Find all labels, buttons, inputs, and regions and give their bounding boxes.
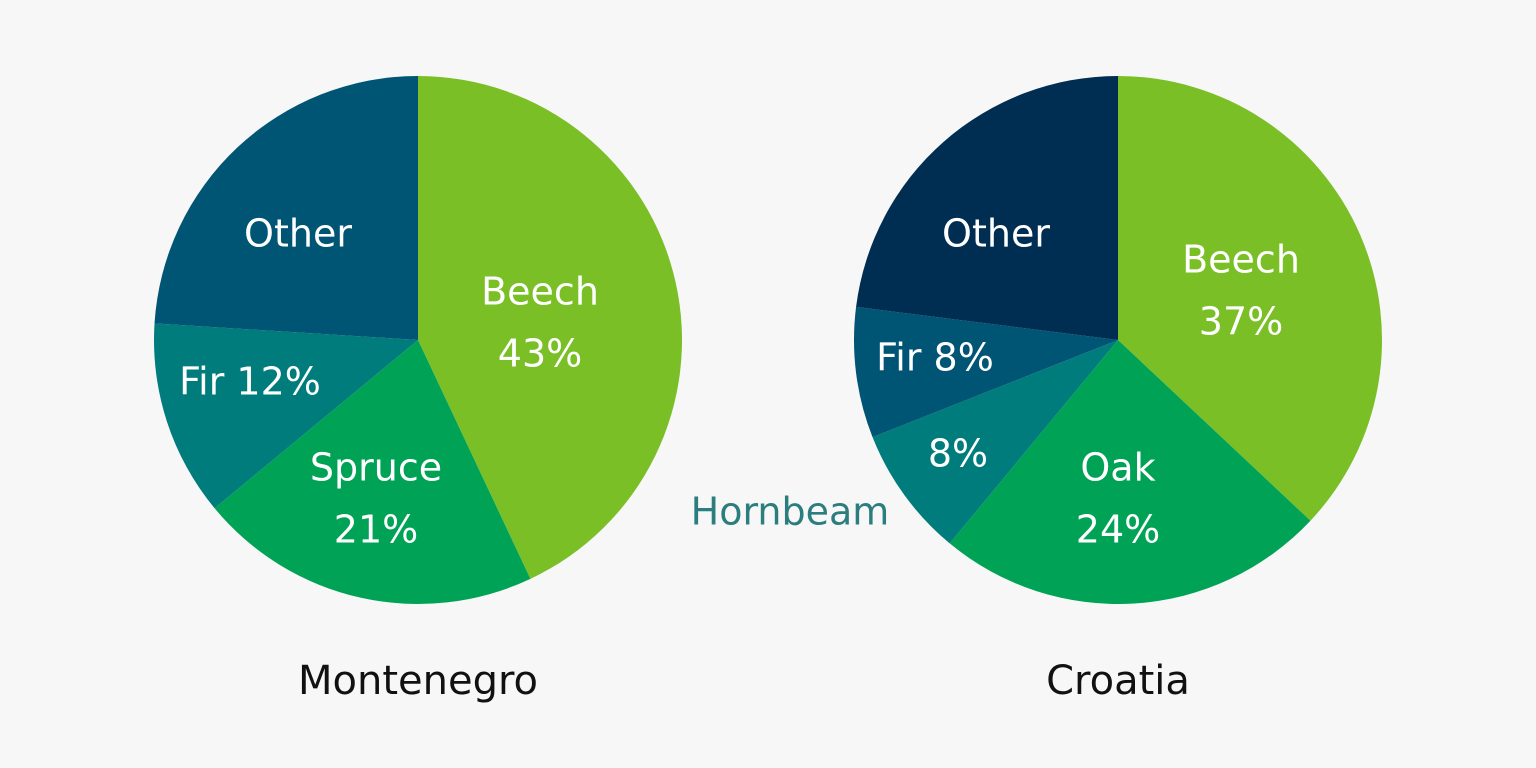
pie-slice-fir bbox=[854, 306, 1118, 438]
slice-label-beech-name: Beech bbox=[481, 270, 599, 314]
pie-slice-beech bbox=[1118, 76, 1383, 521]
pie-slice-fir bbox=[154, 323, 419, 509]
slice-label-fir: Fir 8% bbox=[876, 336, 994, 380]
chart-title-montenegro: Montenegro bbox=[298, 658, 538, 704]
slice-label-spruce-name: Spruce bbox=[310, 446, 442, 490]
slice-label-beech-value: 43% bbox=[498, 332, 582, 376]
slice-label-other-name: Other bbox=[942, 212, 1050, 256]
pie-montenegro: Beech 43% Spruce 21% Fir 12% Other Montenegro bbox=[154, 76, 683, 704]
slice-label-beech-value: 37% bbox=[1199, 300, 1283, 344]
pie-slice-oak bbox=[949, 340, 1311, 605]
pie-slice-spruce bbox=[214, 340, 531, 604]
slice-label-oak-name: Oak bbox=[1080, 446, 1155, 490]
slice-label-hornbeam-name: Hornbeam bbox=[691, 490, 890, 534]
chart-title-croatia: Croatia bbox=[1046, 658, 1190, 704]
pie-slice-other bbox=[154, 76, 419, 340]
slice-label-beech-name: Beech bbox=[1182, 238, 1300, 282]
slice-label-hornbeam-value: 8% bbox=[928, 432, 988, 476]
pie-slice-hornbeam bbox=[872, 340, 1118, 544]
slice-label-other-name: Other bbox=[244, 212, 352, 256]
pie-slice-beech bbox=[418, 76, 683, 579]
pie-croatia: Beech 37% Oak 24% 8% Hornbeam Fir 8% Other Croa… bbox=[691, 76, 1383, 704]
slice-label-spruce-value: 21% bbox=[334, 508, 418, 552]
slice-label-fir: Fir 12% bbox=[179, 360, 321, 404]
slice-label-oak-value: 24% bbox=[1076, 508, 1160, 552]
pie-slice-other bbox=[856, 76, 1118, 340]
